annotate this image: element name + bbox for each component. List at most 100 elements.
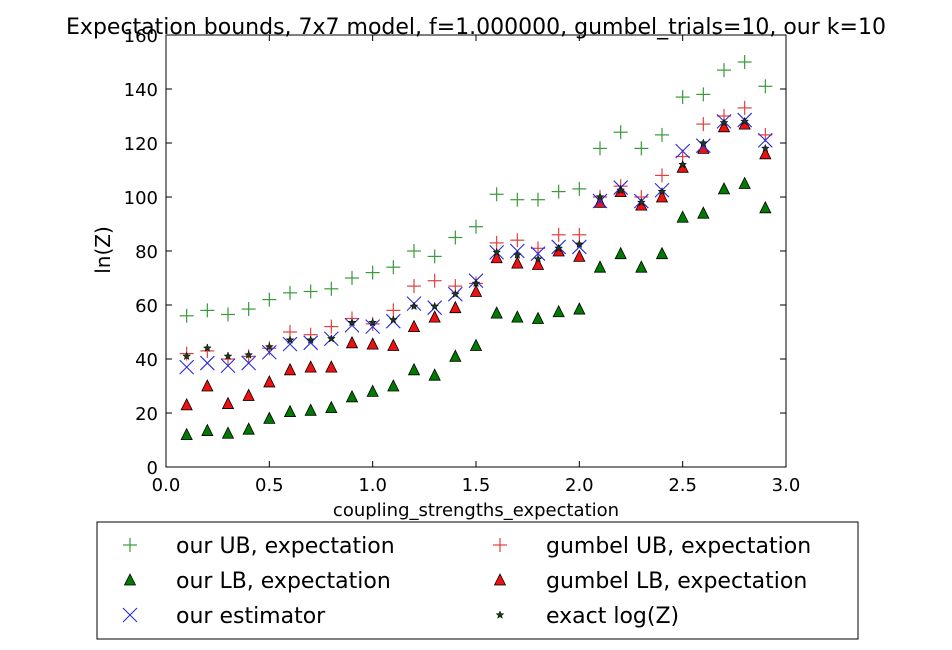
data-point xyxy=(758,79,773,94)
plot-frame xyxy=(165,34,787,468)
data-point xyxy=(244,350,254,359)
x-tick-label: 1.0 xyxy=(358,475,387,496)
plot-area: 0.0 0.5 1.0 1.5 2.0 2.5 3.0 0 20 40 60 80 100 120 140 1… xyxy=(124,26,801,496)
data-point xyxy=(366,384,379,397)
data-point xyxy=(655,168,669,183)
y-tick-label: 160 xyxy=(124,26,158,47)
data-point xyxy=(512,250,522,259)
data-point xyxy=(221,426,235,439)
data-point xyxy=(386,303,401,318)
data-point xyxy=(510,233,525,248)
data-point xyxy=(737,55,752,69)
series-star-5 xyxy=(182,116,770,361)
data-point xyxy=(636,197,646,207)
data-point xyxy=(242,422,255,435)
legend-marker xyxy=(123,538,137,552)
data-point xyxy=(530,246,546,262)
data-point xyxy=(552,304,565,318)
data-point xyxy=(675,143,691,159)
data-point xyxy=(614,246,627,260)
data-point xyxy=(698,138,708,147)
data-point xyxy=(283,404,297,418)
data-point xyxy=(572,227,587,242)
data-point xyxy=(489,187,504,202)
data-point xyxy=(180,427,193,441)
data-point xyxy=(738,117,751,130)
data-point xyxy=(655,246,669,260)
data-point xyxy=(285,335,295,344)
data-point xyxy=(264,342,274,351)
data-point xyxy=(737,100,752,115)
data-point xyxy=(573,302,586,315)
data-point xyxy=(696,117,711,132)
data-point xyxy=(657,186,667,196)
data-point xyxy=(388,315,398,324)
data-point xyxy=(719,118,729,127)
data-point xyxy=(427,273,442,288)
y-tick-label: 60 xyxy=(135,296,158,317)
data-point xyxy=(697,206,710,219)
data-point xyxy=(469,219,483,234)
legend-marker xyxy=(122,607,138,623)
data-point xyxy=(511,310,524,323)
data-point xyxy=(450,289,460,299)
data-point xyxy=(283,285,297,300)
x-axis-label: coupling_strengths_expectation xyxy=(333,500,619,521)
data-point xyxy=(407,362,421,376)
legend-label: exact log(Z) xyxy=(546,604,679,629)
data-point xyxy=(655,190,669,203)
data-point xyxy=(202,343,212,353)
data-point xyxy=(344,317,360,333)
y-tick-label: 40 xyxy=(135,350,158,371)
data-point xyxy=(492,247,502,257)
data-point xyxy=(263,411,276,424)
data-point xyxy=(695,138,711,154)
data-point xyxy=(572,181,587,196)
data-point xyxy=(490,250,503,264)
data-point xyxy=(223,351,233,361)
data-point xyxy=(510,192,525,207)
x-tick-label: 0.5 xyxy=(255,475,284,496)
data-point xyxy=(531,192,545,207)
data-point xyxy=(345,389,359,403)
data-point xyxy=(201,423,214,436)
data-point xyxy=(199,355,215,371)
data-point xyxy=(430,301,440,311)
data-point xyxy=(242,388,255,401)
data-point xyxy=(407,244,421,258)
data-point xyxy=(347,317,357,327)
data-point xyxy=(241,302,256,317)
y-tick-label: 140 xyxy=(124,80,158,101)
data-point xyxy=(533,254,543,263)
data-point xyxy=(303,284,318,299)
data-point xyxy=(407,279,421,294)
data-point xyxy=(717,119,731,133)
legend-marker xyxy=(493,573,507,586)
data-point xyxy=(326,334,336,343)
data-point xyxy=(634,141,649,156)
data-point xyxy=(365,319,381,334)
legend-label: gumbel UB, expectation xyxy=(546,534,811,559)
data-point xyxy=(182,351,192,361)
data-point xyxy=(531,311,545,324)
data-point xyxy=(179,308,194,323)
data-point xyxy=(241,355,257,371)
data-point xyxy=(387,338,400,351)
legend-label: our UB, expectation xyxy=(176,534,395,559)
series-triangle-2 xyxy=(180,176,772,441)
series-triangle-3 xyxy=(180,117,772,411)
data-point xyxy=(324,319,339,334)
data-point xyxy=(386,260,401,275)
data-point xyxy=(449,349,462,362)
data-point xyxy=(325,400,338,414)
x-tick-label: 0.0 xyxy=(152,475,181,496)
data-point xyxy=(368,317,378,327)
data-point xyxy=(180,398,193,411)
legend-label: our LB, expectation xyxy=(176,569,391,594)
data-point xyxy=(303,335,319,351)
data-point xyxy=(221,396,235,409)
data-point xyxy=(263,375,276,388)
series-plus-0 xyxy=(179,55,773,323)
data-point xyxy=(717,182,731,195)
